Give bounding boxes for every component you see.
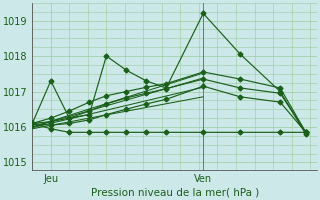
X-axis label: Pression niveau de la mer( hPa ): Pression niveau de la mer( hPa ) <box>91 187 259 197</box>
